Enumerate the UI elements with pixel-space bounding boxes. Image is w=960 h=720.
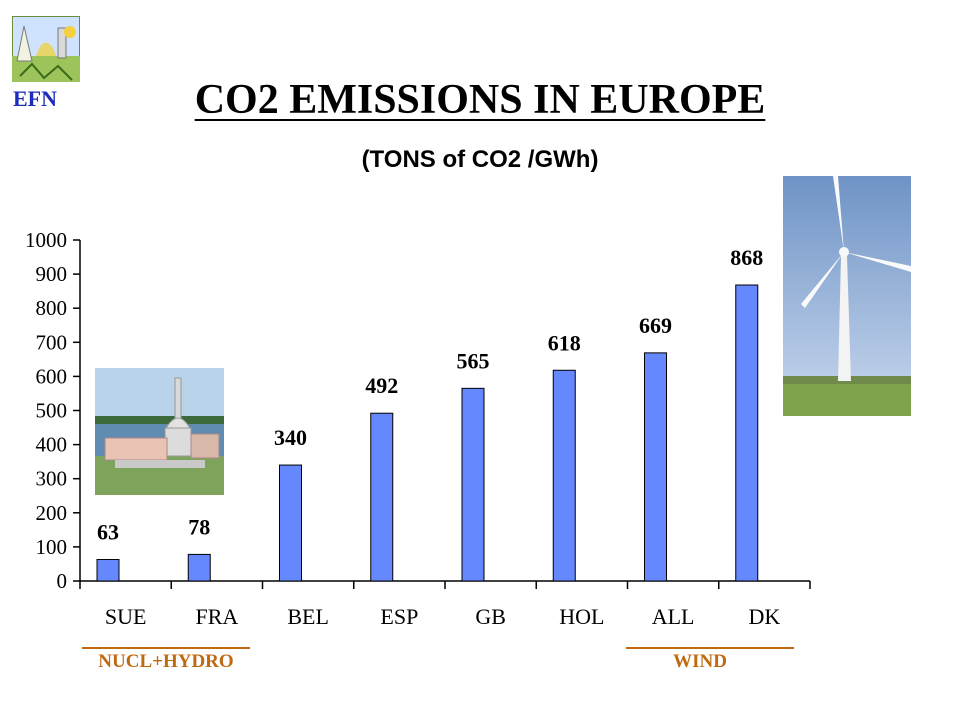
category-label-gb: GB xyxy=(475,604,506,629)
category-label-dk: DK xyxy=(748,604,780,629)
bar-dk xyxy=(735,284,759,582)
data-label-gb: 565 xyxy=(457,348,490,373)
y-tick-label: 600 xyxy=(36,364,68,388)
data-label-dk: 868 xyxy=(730,245,763,270)
y-tick-label: 100 xyxy=(36,535,68,559)
y-tick-label: 0 xyxy=(57,569,68,593)
data-label-bel: 340 xyxy=(274,425,307,450)
wind-rule xyxy=(626,647,794,649)
y-tick-label: 300 xyxy=(36,467,68,491)
data-label-fra: 78 xyxy=(188,514,210,539)
y-tick-label: 200 xyxy=(36,501,68,525)
page-title: CO2 EMISSIONS IN EUROPE xyxy=(194,77,766,123)
data-label-esp: 492 xyxy=(365,373,398,398)
bar-fra xyxy=(187,553,211,582)
bar-bel xyxy=(279,464,302,582)
y-tick-label: 700 xyxy=(36,330,68,354)
y-tick-label: 500 xyxy=(36,399,68,423)
logo-text: EFN xyxy=(13,86,57,111)
data-label-hol: 618 xyxy=(548,330,581,355)
category-label-fra: FRA xyxy=(195,604,238,629)
bar-gb xyxy=(461,387,485,582)
category-label-esp: ESP xyxy=(380,604,418,629)
bar-sue xyxy=(96,559,120,582)
category-label-all: ALL xyxy=(652,604,695,629)
category-label-bel: BEL xyxy=(287,604,329,629)
category-label-hol: HOL xyxy=(559,604,604,629)
data-label-sue: 63 xyxy=(97,520,119,545)
data-label-all: 669 xyxy=(639,313,672,338)
y-tick-label: 800 xyxy=(36,296,68,320)
page-subtitle: (TONS of CO2 /GWh) xyxy=(361,146,599,173)
wind-label: WIND xyxy=(673,651,727,672)
bar-all xyxy=(644,352,667,582)
bar-esp xyxy=(370,412,394,582)
efn-logo-icon xyxy=(11,15,81,83)
y-tick-label: 400 xyxy=(36,433,68,457)
nuclear-plant-photo xyxy=(95,368,224,495)
category-label-sue: SUE xyxy=(105,604,147,629)
y-tick-label: 900 xyxy=(36,262,68,286)
y-tick-label: 1000 xyxy=(25,228,67,252)
bar-hol xyxy=(552,369,576,582)
nucl-hydro-rule xyxy=(82,647,250,649)
nucl-hydro-label: NUCL+HYDRO xyxy=(98,651,234,672)
wind-turbine-photo xyxy=(783,176,911,416)
